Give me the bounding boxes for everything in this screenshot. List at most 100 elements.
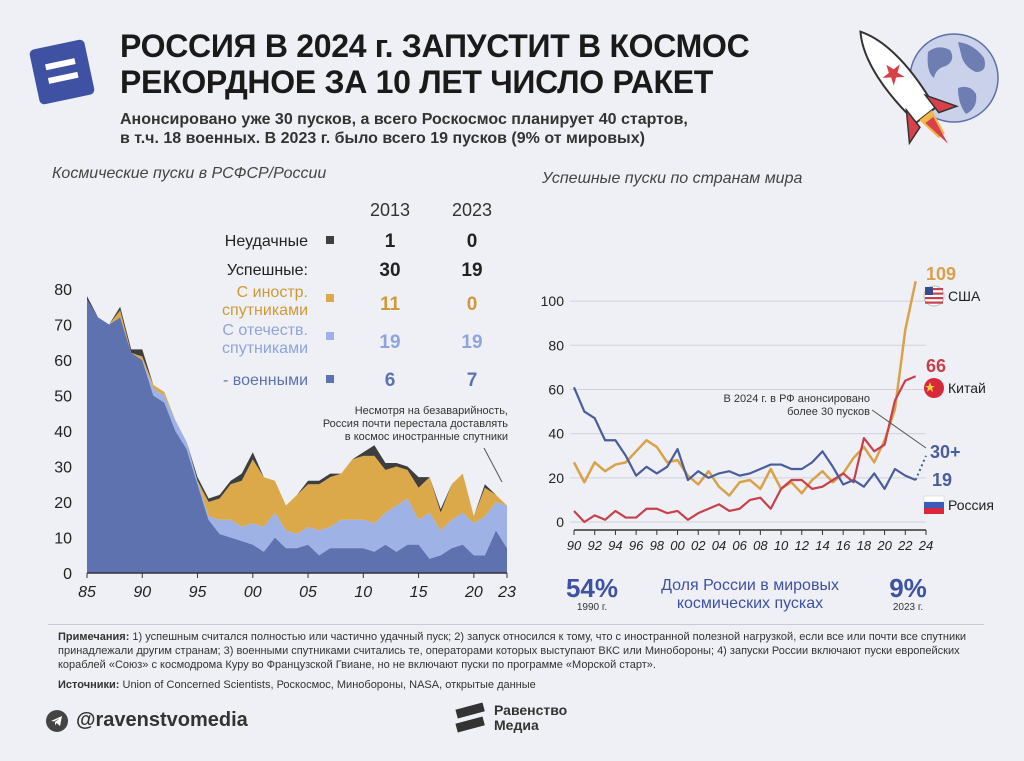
share-start-value: 54% — [566, 573, 618, 603]
right-chart: 0 20 40 60 80 100 90 92 94 96 98 00 02 04 06 08 10 12 14 16… — [541, 264, 994, 613]
telegram-icon — [46, 709, 68, 732]
y-tick-label-7: 70 — [54, 318, 72, 335]
subtitle-line-1: Анонсировано уже 30 пусков, а всего Роск… — [120, 111, 688, 128]
table-row-marker-0 — [326, 236, 334, 244]
table-row-value-2023-0: 0 — [467, 231, 478, 252]
brand-line-2: Медиа — [494, 717, 539, 733]
area-series-0 — [87, 299, 507, 573]
x-tick-label-17: 24 — [918, 538, 933, 553]
y-tick-label-4: 40 — [54, 424, 72, 441]
x-tick-label-5: 10 — [354, 584, 372, 601]
share-end-year: 2023 г. — [893, 602, 923, 613]
table-row-marker-2 — [326, 294, 334, 302]
x-tick-label-3: 96 — [629, 538, 644, 553]
area-series-1 — [87, 299, 507, 559]
x-tick-label-10: 10 — [774, 538, 789, 553]
flag-china-bg — [924, 378, 944, 398]
rocket-icon — [859, 30, 959, 146]
x-tick-label-2: 95 — [189, 584, 207, 601]
notes-text: 1) успешным считался полностью или части… — [58, 631, 967, 671]
page-subtitle: Анонсировано уже 30 пусков, а всего Роск… — [120, 110, 688, 148]
flag-russia-red — [924, 508, 944, 514]
russia-forecast-value: 30+ — [930, 442, 961, 462]
x-tick-label-8: 23 — [497, 584, 516, 601]
y-tick-label-1: 20 — [548, 470, 564, 486]
usa-label: США — [948, 288, 981, 304]
usa-end-value: 109 — [926, 264, 956, 284]
y-tick-label-5: 50 — [54, 389, 72, 406]
title-line-2: РЕКОРДНОЕ ЗА 10 ЛЕТ ЧИСЛО РАКЕТ — [120, 64, 714, 100]
share-start-year: 1990 г. — [577, 602, 607, 613]
x-tick-label-9: 08 — [753, 538, 768, 553]
flag-china-icon — [924, 378, 944, 398]
right-chart-title: Успешные пуски по странам мира — [542, 170, 803, 187]
x-tick-label-5: 00 — [670, 538, 685, 553]
table-row-label2-2: спутниками — [222, 302, 308, 319]
share-label-line-1: Доля России в мировых — [661, 577, 839, 594]
area-series-2 — [87, 299, 507, 534]
flag-usa-stripe-1 — [925, 292, 943, 295]
flag-usa-stripe-3 — [925, 301, 943, 304]
x-tick-label-4: 98 — [650, 538, 665, 553]
table-row-value-2023-3: 19 — [461, 332, 482, 353]
x-tick-label-7: 04 — [712, 538, 726, 553]
china-label: Китай — [948, 380, 986, 396]
x-tick-label-14: 18 — [857, 538, 872, 553]
right-annotation-pointer — [871, 409, 927, 449]
table-row-label-1: Успешные: — [227, 262, 308, 279]
table-row-label-0: Неудачные — [225, 233, 308, 250]
page-title: РОССИЯ В 2024 г. ЗАПУСТИТ В КОСМОС РЕКОР… — [120, 28, 750, 100]
notes-heading: Примечания: — [58, 631, 130, 643]
brand-logo-icon — [28, 38, 96, 106]
brand-line-1: Равенство — [494, 702, 568, 718]
x-tick-label-1: 92 — [587, 538, 602, 553]
x-tick-label-11: 12 — [795, 538, 810, 553]
y-tick-label-1: 10 — [54, 531, 72, 548]
rocket-globe-illustration — [859, 30, 999, 146]
x-tick-label-3: 00 — [244, 584, 262, 601]
table-row-label2-3: спутниками — [222, 340, 308, 357]
left-annotation-line-2: в космос иностранные спутники — [345, 431, 508, 443]
line-series-1 — [573, 375, 917, 524]
subtitle-line-2: в т.ч. 18 военных. В 2023 г. было всего … — [120, 130, 645, 147]
y-tick-label-2: 20 — [54, 495, 72, 512]
flag-usa-canton — [925, 287, 933, 295]
right-annotation-line-1: более 30 пусков — [787, 406, 870, 418]
x-tick-label-1: 90 — [133, 584, 151, 601]
x-tick-label-8: 06 — [732, 538, 747, 553]
table-row-value-2013-2: 11 — [380, 294, 401, 315]
x-tick-label-15: 20 — [876, 538, 892, 553]
y-tick-label-0: 0 — [556, 514, 564, 530]
y-tick-label-3: 30 — [54, 460, 72, 477]
flag-russia-icon — [923, 495, 945, 514]
sources-text: Union of Concerned Scientists, Роскосмос… — [119, 679, 536, 691]
line-series-0 — [572, 280, 917, 497]
russia-forecast-line — [914, 455, 927, 481]
sources-heading: Источники: — [58, 679, 120, 691]
table-row-value-2013-4: 6 — [385, 370, 396, 391]
russia-end-value: 19 — [932, 470, 952, 490]
y-tick-label-5: 100 — [541, 293, 565, 309]
title-line-1: РОССИЯ В 2024 г. ЗАПУСТИТ В КОСМОС — [120, 28, 750, 64]
x-tick-label-2: 94 — [608, 538, 622, 553]
left-annotation-line-0: Несмотря на безаварийность, — [355, 405, 508, 417]
x-tick-label-0: 90 — [567, 538, 582, 553]
table-row-label-2: С иностр. — [237, 284, 308, 301]
flag-russia-blue — [924, 502, 944, 508]
notes: Примечания: 1) успешным считался полност… — [58, 630, 968, 672]
x-tick-label-12: 14 — [815, 538, 829, 553]
table-row-value-2023-4: 7 — [467, 370, 478, 391]
flag-usa-stripe-0 — [925, 288, 943, 291]
social-link[interactable]: @ravenstvomedia — [46, 709, 248, 732]
x-tick-label-0: 85 — [78, 584, 96, 601]
flag-usa-stripe-2 — [925, 297, 943, 300]
left-annotation-pointer — [483, 447, 503, 483]
table-row-value-2023-2: 0 — [467, 294, 478, 315]
table-row-value-2013-1: 30 — [379, 260, 400, 281]
flag-usa-icon — [923, 285, 945, 307]
y-tick-label-6: 60 — [54, 353, 72, 370]
y-tick-label-8: 80 — [54, 282, 72, 299]
y-tick-label-3: 60 — [548, 381, 564, 397]
share-end-value: 9% — [889, 573, 927, 603]
russia-label: Россия — [948, 497, 994, 513]
